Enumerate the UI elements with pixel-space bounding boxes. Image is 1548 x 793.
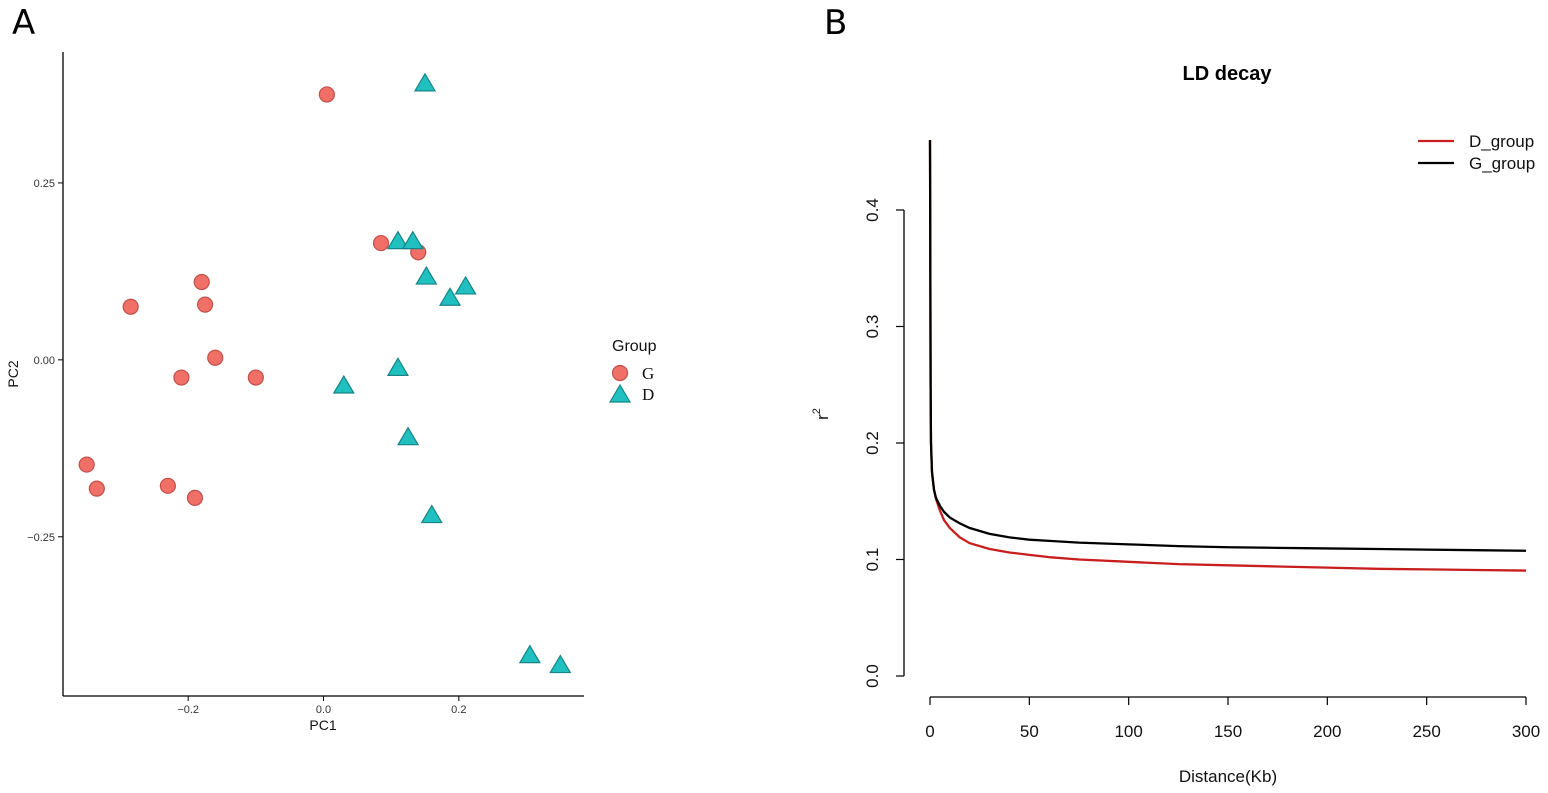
panel-letter-a: A	[12, 3, 35, 43]
pca-point-G	[193, 273, 210, 291]
pca-y-tick-label: −0.25	[27, 532, 55, 544]
pca-x-ticks: −0.2 0.0 0.2	[177, 696, 466, 716]
pca-point-G	[372, 234, 390, 252]
pca-point-G	[247, 369, 264, 386]
ld-line-G-group	[928, 140, 1527, 552]
pca-point-D	[401, 230, 424, 250]
pca-point-D	[415, 265, 438, 285]
legend-marker-d	[608, 383, 632, 403]
ld-y-tick-label: 0.4	[863, 198, 882, 222]
pca-point-D	[549, 654, 572, 674]
pca-point-G	[196, 296, 214, 313]
pca-y-tick-label: 0.25	[34, 178, 55, 190]
ld-chart-title: LD decay	[1183, 63, 1273, 85]
ld-x-tick-label: 50	[1020, 722, 1039, 741]
ld-y-axis-label: r2	[811, 408, 832, 420]
pca-legend-title: Group	[612, 338, 657, 355]
pca-point-D	[518, 644, 541, 664]
pca-point-G	[318, 86, 335, 103]
pca-y-ticks: −0.25 0.00 0.25	[27, 178, 63, 544]
pca-point-G	[207, 349, 224, 366]
pca-scatter-panel: −0.2 0.0 0.2 −0.25 0.00 0.25 PC1 PC2 Group G…	[5, 52, 657, 733]
ld-y-axis-label-base: r2	[811, 408, 832, 420]
ld-x-axis-label: Distance(Kb)	[1179, 767, 1277, 786]
ld-y-ticks: 0.0 0.1 0.2 0.3 0.4	[863, 198, 904, 688]
pca-point-D	[413, 72, 437, 92]
pca-point-G	[88, 480, 105, 497]
ld-decay-panel: LD decay 0 50 100 150 200 250 300 0.0 0.1 0.2 0.3…	[811, 63, 1540, 786]
pca-point-D	[438, 287, 462, 306]
ld-x-tick-label: 300	[1512, 722, 1540, 741]
pca-point-D	[420, 504, 443, 524]
ld-y-tick-label: 0.0	[863, 664, 882, 688]
pca-point-G	[186, 489, 204, 506]
panel-letter-b: B	[824, 3, 847, 43]
pca-x-tick-label: 0.2	[451, 704, 466, 716]
pca-point-G	[159, 477, 176, 494]
pca-points	[78, 72, 572, 674]
pca-y-tick-label: 0.00	[34, 355, 55, 367]
ld-x-tick-label: 0	[925, 722, 934, 741]
pca-x-tick-label: 0.0	[316, 704, 331, 716]
pca-point-D	[386, 357, 409, 376]
pca-legend: Group G D	[608, 338, 657, 404]
pca-point-D	[454, 275, 477, 295]
legend-marker-g	[611, 364, 629, 382]
ld-lines	[928, 140, 1527, 572]
pca-point-G	[78, 456, 95, 473]
ld-y-tick-label: 0.2	[863, 431, 882, 455]
ld-x-ticks: 0 50 100 150 200 250 300	[925, 697, 1540, 741]
legend-label-g-group: G_group	[1469, 154, 1535, 173]
legend-label-d-group: D_group	[1469, 132, 1534, 151]
ld-x-tick-label: 250	[1412, 722, 1440, 741]
pca-x-axis-label: PC1	[309, 717, 336, 733]
pca-x-tick-label: −0.2	[177, 704, 199, 716]
pca-point-D	[386, 230, 409, 250]
ld-y-tick-label: 0.3	[863, 315, 882, 339]
pca-y-axis-label: PC2	[5, 360, 21, 387]
pca-point-D	[332, 374, 355, 394]
pca-point-D	[397, 426, 420, 446]
legend-label-g: G	[642, 364, 654, 383]
ld-x-tick-label: 150	[1214, 722, 1242, 741]
pca-point-G	[173, 369, 190, 386]
legend-label-d: D	[642, 385, 654, 404]
ld-x-tick-label: 100	[1114, 722, 1142, 741]
ld-legend: D_group G_group	[1418, 132, 1535, 173]
ld-line-D-group	[928, 140, 1527, 572]
pca-point-G	[122, 298, 139, 315]
ld-x-tick-label: 200	[1313, 722, 1341, 741]
ld-y-tick-label: 0.1	[863, 548, 882, 572]
